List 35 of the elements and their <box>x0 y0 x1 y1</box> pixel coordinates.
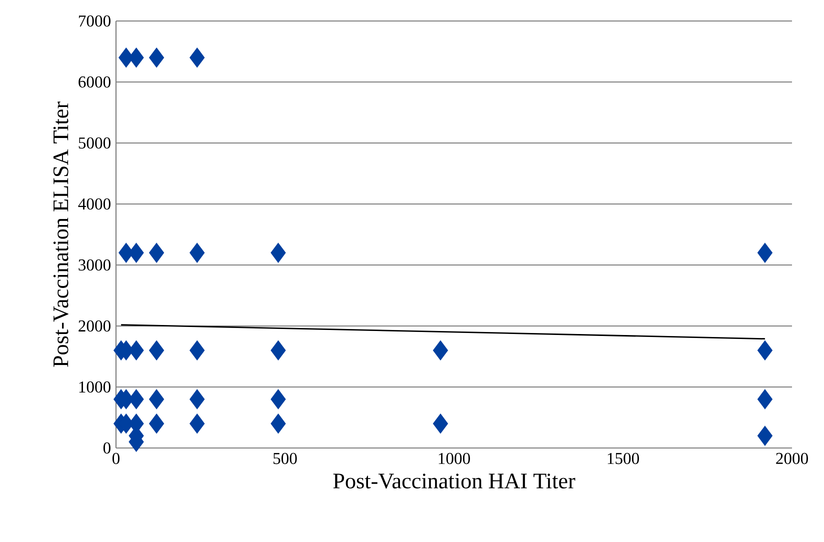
y-tick-label: 6000 <box>78 76 110 88</box>
x-tick-label: 2000 <box>776 452 808 464</box>
point <box>757 340 773 360</box>
y-tick-label: 7000 <box>78 15 110 27</box>
y-tick-label: 2000 <box>78 320 110 332</box>
point <box>149 340 164 360</box>
y-axis-title: Post-Vaccination ELISA Titer <box>53 102 68 367</box>
y-tick-label: 1000 <box>79 381 110 393</box>
point <box>432 414 448 434</box>
point <box>149 242 164 263</box>
x-tick-label: 1000 <box>438 452 470 464</box>
point <box>757 389 773 410</box>
point <box>757 426 773 446</box>
point <box>190 242 205 263</box>
x-tick-label: 0 <box>112 452 120 464</box>
point <box>149 414 164 434</box>
point <box>190 48 205 68</box>
point <box>270 242 286 263</box>
point <box>270 414 286 434</box>
point <box>190 340 205 360</box>
y-tick-label: 4000 <box>78 198 110 210</box>
point <box>190 389 205 410</box>
point <box>757 242 773 263</box>
x-tick-label: 500 <box>274 452 297 464</box>
point <box>149 48 164 68</box>
point <box>270 389 286 410</box>
point <box>270 340 286 360</box>
point <box>149 389 164 410</box>
y-tick-label: 3000 <box>78 259 110 271</box>
y-tick-label: 0 <box>103 442 110 454</box>
x-axis-title: Post-Vaccination HAI Titer <box>333 474 576 489</box>
y-tick-label: 5000 <box>78 137 110 149</box>
point <box>190 414 205 434</box>
point <box>432 340 448 360</box>
x-tick-label: 1500 <box>608 452 639 464</box>
